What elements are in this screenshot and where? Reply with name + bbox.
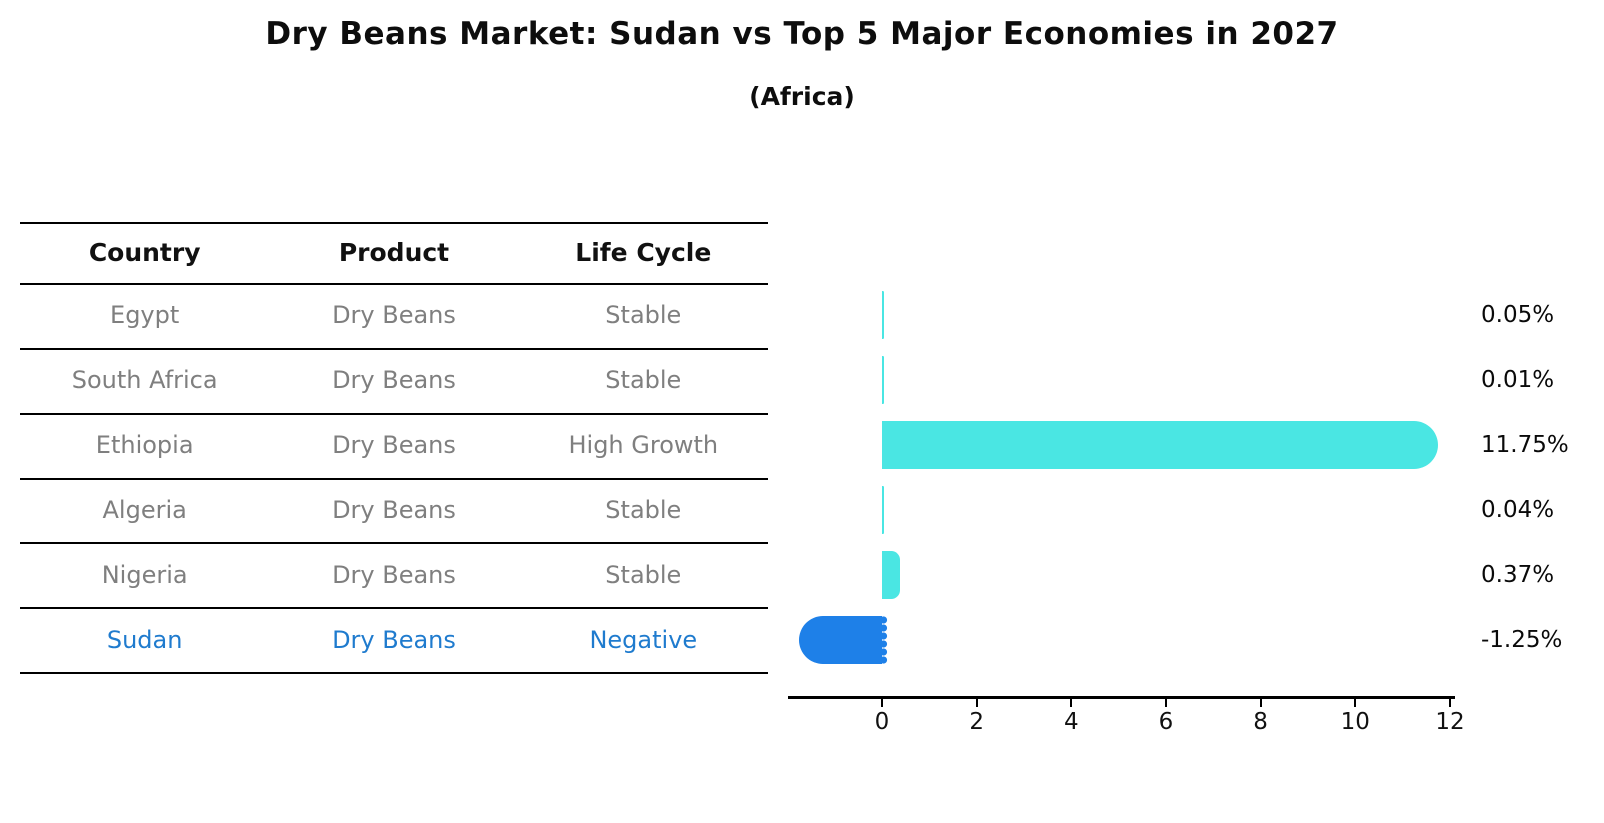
table-row: Ethiopia Dry Beans High Growth — [20, 413, 768, 478]
x-axis-tick-label: 0 — [874, 709, 890, 735]
x-axis-tick — [1070, 698, 1073, 707]
x-axis-tick — [1448, 698, 1451, 707]
bar-algeria — [882, 485, 885, 534]
country-cell: Algeria — [102, 495, 187, 524]
table-rule — [20, 347, 768, 350]
bar-value-label: 0.04% — [1481, 496, 1555, 523]
bar-south-africa — [882, 356, 885, 405]
x-axis-tick-label: 4 — [1063, 709, 1079, 735]
country-cell: South Africa — [71, 366, 218, 395]
table-rule — [20, 477, 768, 480]
country-cell: Sudan — [106, 625, 183, 654]
x-axis-tick — [1164, 698, 1167, 707]
product-cell: Dry Beans — [332, 560, 456, 589]
product-cell: Dry Beans — [332, 431, 456, 460]
column-header: Life Cycle — [575, 238, 712, 267]
chart-title: Dry Beans Market: Sudan vs Top 5 Major E… — [265, 16, 1339, 52]
x-axis-tick-label: 8 — [1253, 709, 1268, 735]
bar-value-label: 0.01% — [1481, 367, 1555, 394]
bar-egypt — [882, 291, 885, 340]
life-cycle-cell: High Growth — [568, 431, 719, 460]
x-axis-tick-label: 12 — [1435, 709, 1465, 735]
x-axis-line — [788, 696, 1455, 699]
x-axis-tick-label: 10 — [1340, 709, 1370, 735]
column-header: Country — [88, 238, 201, 267]
life-cycle-cell: Stable — [605, 560, 682, 589]
product-cell: Dry Beans — [332, 301, 456, 330]
country-cell: Egypt — [110, 301, 180, 330]
x-axis-tick-label: 6 — [1158, 709, 1174, 735]
chart-subtitle: (Africa) — [749, 82, 855, 111]
country-cell: Ethiopia — [95, 431, 194, 460]
bar-sudan — [798, 615, 882, 664]
product-cell: Dry Beans — [332, 366, 456, 395]
column-header: Product — [338, 238, 450, 267]
x-axis-tick — [1354, 698, 1357, 707]
life-cycle-cell: Stable — [605, 301, 682, 330]
table-row: Sudan Dry Beans Negative — [20, 607, 768, 672]
table-rule — [20, 542, 768, 545]
country-cell: Nigeria — [101, 560, 188, 589]
product-cell: Dry Beans — [332, 495, 456, 524]
x-axis-tick — [975, 698, 978, 707]
x-axis-tick-label: 2 — [969, 709, 984, 735]
table-rule — [20, 672, 768, 674]
table-rule — [20, 412, 768, 415]
table-rule — [20, 283, 768, 285]
table-row: Algeria Dry Beans Stable — [20, 478, 768, 543]
x-axis-tick — [1259, 698, 1262, 707]
table-row: South Africa Dry Beans Stable — [20, 348, 768, 413]
table-rule — [20, 222, 768, 224]
x-axis-tick — [881, 698, 883, 707]
table-row: Nigeria Dry Beans Stable — [20, 542, 768, 607]
bar-value-label: -1.25% — [1481, 626, 1563, 653]
bar-value-label: 0.37% — [1481, 561, 1555, 588]
table-rule — [20, 607, 768, 610]
life-cycle-cell: Negative — [589, 625, 698, 654]
bar-value-label: 0.05% — [1481, 302, 1555, 329]
bar-nigeria — [882, 550, 900, 599]
table-header-row: Country Product Life Cycle — [20, 222, 768, 283]
product-cell: Dry Beans — [332, 625, 456, 654]
life-cycle-cell: Stable — [605, 366, 682, 395]
bar-dotted-edge — [879, 615, 888, 664]
life-cycle-cell: Stable — [605, 495, 682, 524]
table-row: Egypt Dry Beans Stable — [20, 283, 768, 348]
bar-ethiopia — [882, 421, 1439, 470]
bar-value-label: 11.75% — [1481, 432, 1569, 459]
